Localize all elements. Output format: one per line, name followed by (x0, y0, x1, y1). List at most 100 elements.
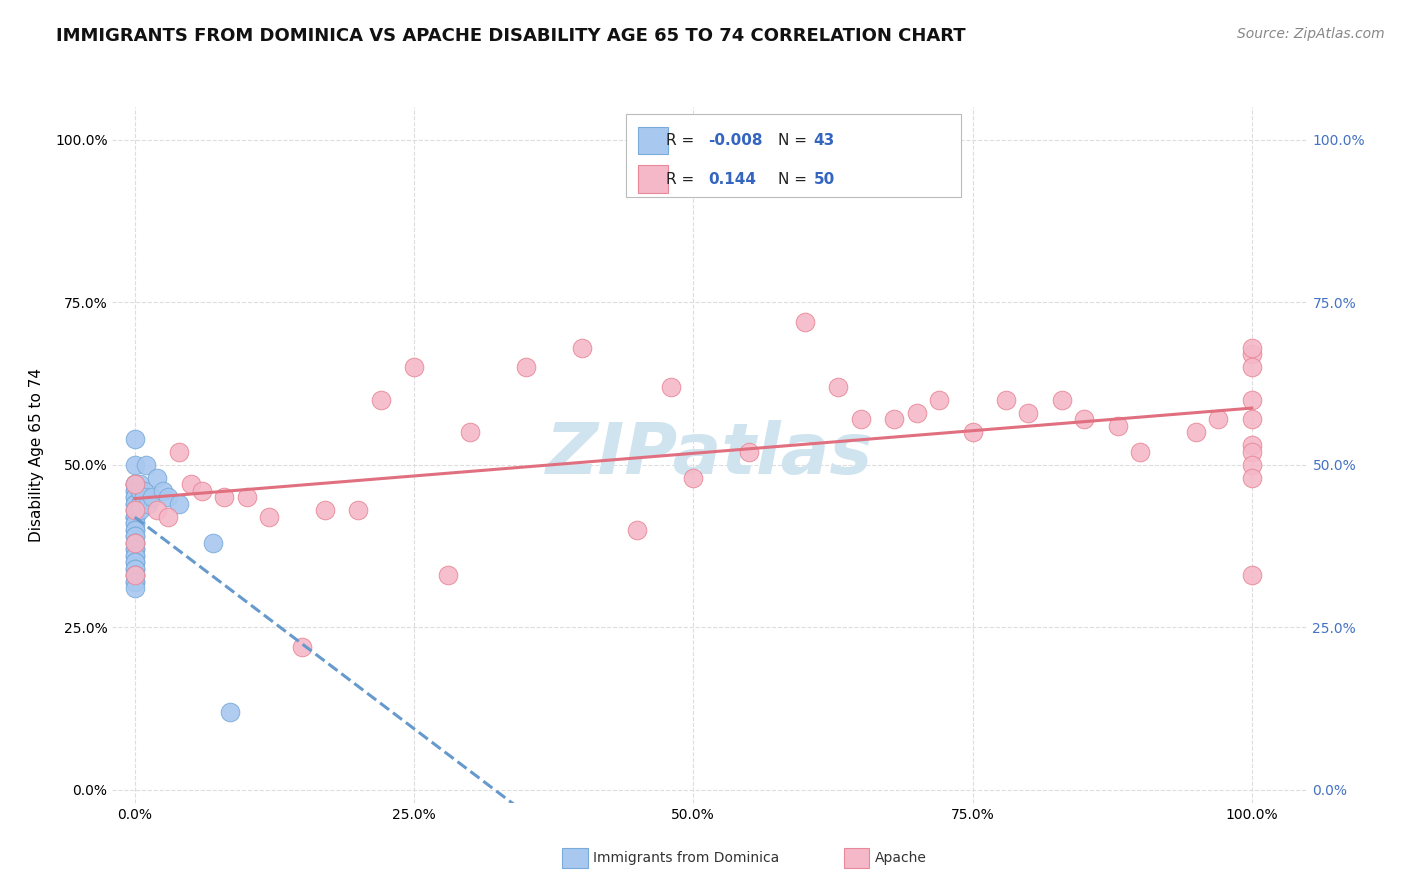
Point (1206, 412, 1229, 426)
Point (124, 535, 146, 549)
Point (124, 490, 146, 504)
Point (515, 360, 537, 375)
Point (1240, 360, 1263, 375)
Point (124, 581, 146, 595)
Point (124, 497, 146, 511)
Point (1129, 444, 1152, 458)
Point (402, 360, 425, 375)
Text: R =: R = (666, 171, 695, 186)
Point (136, 497, 159, 511)
Point (124, 477, 146, 491)
Point (141, 490, 163, 504)
Text: N =: N = (779, 133, 807, 148)
Point (135, 458, 157, 472)
Point (124, 574, 146, 589)
Text: N =: N = (779, 171, 807, 186)
Point (849, 412, 872, 426)
Point (124, 523, 146, 537)
Point (124, 503, 146, 517)
Point (169, 497, 191, 511)
Point (291, 640, 314, 654)
Point (124, 458, 146, 472)
Point (124, 490, 146, 504)
Point (129, 483, 152, 498)
Point (124, 503, 146, 517)
Point (1240, 347, 1263, 361)
Point (124, 509, 146, 524)
Point (132, 483, 155, 498)
Point (218, 705, 240, 719)
Point (659, 379, 682, 393)
Point (436, 568, 458, 582)
Point (124, 555, 146, 569)
Point (146, 503, 169, 517)
Point (1073, 412, 1095, 426)
Point (124, 535, 146, 549)
Point (169, 444, 191, 458)
Point (1017, 406, 1039, 420)
Point (124, 477, 146, 491)
Point (571, 341, 593, 355)
Text: IMMIGRANTS FROM DOMINICA VS APACHE DISABILITY AGE 65 TO 74 CORRELATION CHART: IMMIGRANTS FROM DOMINICA VS APACHE DISAB… (56, 27, 966, 45)
Point (124, 555, 146, 569)
Point (347, 503, 370, 517)
Point (180, 477, 202, 491)
Point (124, 529, 146, 543)
Point (124, 477, 146, 491)
Text: -0.008: -0.008 (709, 133, 762, 148)
Point (928, 392, 950, 407)
Point (827, 379, 849, 393)
Point (1240, 471, 1263, 485)
Point (124, 503, 146, 517)
Point (201, 535, 224, 549)
Text: Apache: Apache (875, 851, 927, 865)
Point (794, 315, 817, 329)
Point (124, 523, 146, 537)
Point (124, 432, 146, 446)
Point (124, 509, 146, 524)
Point (1240, 412, 1263, 426)
Y-axis label: Disability Age 65 to 74: Disability Age 65 to 74 (30, 368, 44, 542)
Point (124, 568, 146, 582)
Point (124, 529, 146, 543)
Point (1240, 568, 1263, 582)
Text: 43: 43 (813, 133, 835, 148)
Point (626, 523, 648, 537)
Point (124, 562, 146, 576)
Point (146, 471, 169, 485)
Point (124, 549, 146, 563)
Point (124, 574, 146, 589)
Point (129, 483, 152, 498)
Point (124, 568, 146, 582)
Point (257, 509, 280, 524)
Point (1240, 341, 1263, 355)
Point (1240, 444, 1263, 458)
Text: R =: R = (666, 133, 695, 148)
Text: ZIPatlas: ZIPatlas (547, 420, 873, 490)
Point (124, 516, 146, 531)
Point (132, 490, 155, 504)
Point (235, 490, 257, 504)
Point (738, 444, 761, 458)
Point (124, 549, 146, 563)
Point (458, 425, 481, 439)
Point (1050, 392, 1073, 407)
Point (129, 497, 152, 511)
Point (212, 490, 235, 504)
Point (124, 542, 146, 557)
Point (157, 509, 180, 524)
Point (905, 406, 928, 420)
Point (124, 483, 146, 498)
Text: Source: ZipAtlas.com: Source: ZipAtlas.com (1237, 27, 1385, 41)
Point (1240, 392, 1263, 407)
Point (124, 497, 146, 511)
Point (1107, 418, 1129, 433)
Point (124, 568, 146, 582)
Point (124, 477, 146, 491)
Point (129, 477, 152, 491)
Point (124, 483, 146, 498)
Point (124, 562, 146, 576)
Point (124, 535, 146, 549)
Point (995, 392, 1018, 407)
Point (370, 392, 392, 407)
